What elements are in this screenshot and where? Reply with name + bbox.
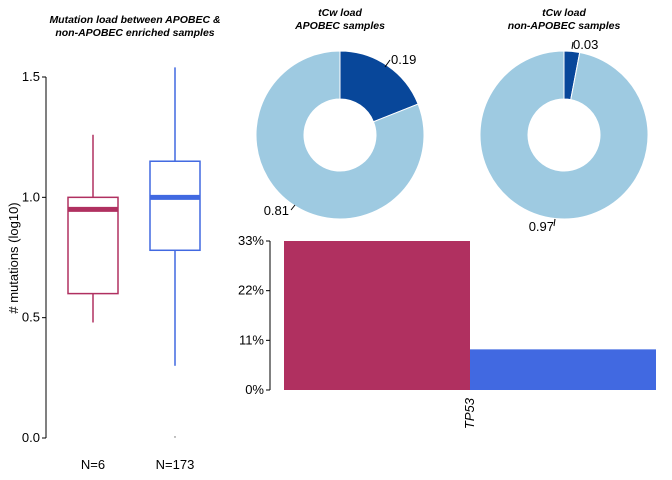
donut-non-apobec-title-line-1: tCw load	[542, 7, 586, 19]
donut-slice-label: 0.81	[264, 203, 289, 218]
boxplot-y-tick-label: 1.5	[22, 69, 40, 84]
boxplot-title-line-2: non-APOBEC enriched samples	[55, 27, 214, 39]
donut-slice-label: 0.03	[573, 37, 598, 52]
boxplot-panel: Mutation load between APOBEC & non-APOBE…	[6, 14, 221, 472]
box-group: N=6	[67, 134, 119, 472]
bar-category-label: TP53	[462, 397, 477, 429]
boxplot-y-axis: 0.0 0.5 1.0 1.5	[22, 69, 47, 445]
donut-label-leader	[290, 204, 296, 211]
donut-slice	[339, 50, 419, 123]
donut-non-apobec-title-line-2: non-APOBEC samples	[508, 20, 621, 32]
bar-y-tick-label: 33%	[238, 233, 264, 248]
boxplot-y-axis-label: # mutations (log10)	[6, 202, 21, 313]
donut-apobec: 0.19 0.81	[255, 50, 425, 220]
donut-non-apobec: 0.03 0.97	[479, 37, 649, 234]
donut-slice	[479, 50, 649, 220]
donut-slice	[255, 50, 425, 220]
donut-label-leader	[384, 59, 391, 68]
boxplot-y-tick-label: 0.0	[22, 430, 40, 445]
bar	[284, 241, 470, 390]
bar-y-axis: 0% 11% 22% 33%	[238, 233, 271, 397]
box-iqr	[67, 196, 119, 295]
donut-slice-label: 0.19	[391, 52, 416, 67]
boxplot-y-tick-label: 0.5	[22, 310, 40, 325]
box-iqr	[149, 160, 201, 252]
donut-apobec-title-line-1: tCw load	[318, 7, 362, 19]
bar-y-tick-label: 0%	[245, 382, 264, 397]
donut-label-leader	[571, 41, 574, 50]
donut-apobec-title-line-2: APOBEC samples	[294, 20, 385, 32]
box-group-label: N=173	[156, 457, 195, 472]
donut-slice-label: 0.97	[529, 219, 554, 234]
boxplot-groups: N=6 N=173	[67, 67, 201, 472]
donut-apobec-panel: tCw load APOBEC samples 0.19 0.81	[255, 7, 425, 220]
bar-y-tick-label: 11%	[239, 332, 264, 347]
bar	[470, 349, 656, 390]
box-group: N=173	[149, 67, 201, 472]
boxplot-y-tick-label: 1.0	[22, 189, 40, 204]
bar-y-tick-label: 22%	[238, 283, 264, 298]
bar-marks	[284, 241, 656, 390]
donut-non-apobec-panel: tCw load non-APOBEC samples 0.03 0.97	[479, 7, 649, 234]
bar-panel: 0% 11% 22% 33% TP53	[238, 233, 656, 429]
donut-label-leader	[553, 218, 556, 227]
box-outlier	[174, 436, 176, 438]
box-group-label: N=6	[81, 457, 105, 472]
boxplot-title-line-1: Mutation load between APOBEC &	[49, 14, 220, 26]
